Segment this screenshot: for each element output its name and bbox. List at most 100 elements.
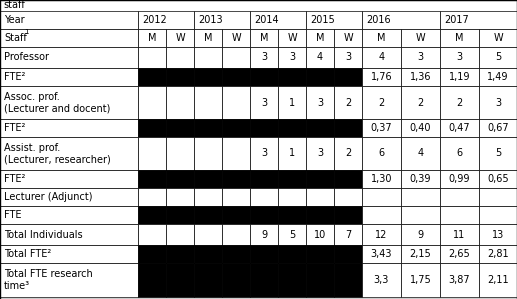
Bar (440, 29, 479, 47)
Bar (479, 245, 517, 263)
Text: Assist. prof.
(Lecturer, researcher): Assist. prof. (Lecturer, researcher) (4, 143, 111, 164)
Bar (278, 188, 306, 206)
Text: FTE²: FTE² (4, 72, 25, 82)
Bar (440, 11, 517, 29)
Bar (222, 119, 250, 137)
Bar (166, 263, 194, 297)
Text: 4: 4 (317, 53, 323, 62)
Text: 2: 2 (378, 97, 385, 108)
Bar (138, 245, 166, 263)
Bar (194, 188, 222, 206)
Bar (306, 86, 334, 119)
Text: 3: 3 (261, 97, 267, 108)
Bar (250, 11, 306, 29)
Bar (194, 119, 222, 137)
Text: 2: 2 (417, 97, 423, 108)
Bar (401, 29, 440, 47)
Text: 3: 3 (261, 149, 267, 158)
Bar (401, 68, 440, 86)
Bar (306, 68, 334, 86)
Bar (0, 206, 138, 224)
Bar (401, 206, 440, 224)
Text: M: M (455, 33, 464, 43)
Bar (166, 245, 194, 263)
Bar (306, 119, 334, 137)
Text: 0,39: 0,39 (410, 174, 431, 184)
Bar (479, 119, 517, 137)
Bar (278, 137, 306, 170)
Text: 1,76: 1,76 (371, 72, 392, 82)
Text: W: W (231, 33, 241, 43)
Bar (334, 263, 362, 297)
Bar (0, 29, 138, 47)
Bar (334, 245, 362, 263)
Text: 6: 6 (378, 149, 385, 158)
Text: Total FTE²: Total FTE² (4, 249, 51, 259)
Text: Total FTE research
time³: Total FTE research time³ (4, 269, 93, 291)
Bar (278, 47, 306, 68)
Bar (306, 188, 334, 206)
Bar (334, 29, 362, 47)
Bar (362, 137, 401, 170)
Bar (362, 68, 401, 86)
Bar (138, 188, 166, 206)
Bar (278, 245, 306, 263)
Bar (0, 224, 138, 245)
Text: M: M (148, 33, 156, 43)
Text: 9: 9 (417, 230, 423, 239)
Text: 3: 3 (417, 53, 423, 62)
Bar (306, 137, 334, 170)
Text: 5: 5 (495, 149, 501, 158)
Bar (334, 137, 362, 170)
Text: 10: 10 (314, 230, 326, 239)
Bar (440, 170, 479, 188)
Bar (0, 188, 138, 206)
Bar (440, 188, 479, 206)
Bar (138, 263, 166, 297)
Bar (401, 188, 440, 206)
Text: 2016: 2016 (366, 15, 391, 25)
Text: 1: 1 (289, 149, 295, 158)
Text: 1: 1 (24, 29, 28, 35)
Text: 1,30: 1,30 (371, 174, 392, 184)
Bar (306, 11, 362, 29)
Bar (194, 11, 250, 29)
Bar (479, 47, 517, 68)
Bar (440, 119, 479, 137)
Bar (0, 11, 138, 29)
Text: 5: 5 (495, 53, 501, 62)
Bar (479, 29, 517, 47)
Bar (194, 137, 222, 170)
Bar (194, 86, 222, 119)
Bar (250, 137, 278, 170)
Bar (250, 29, 278, 47)
Bar (401, 224, 440, 245)
Bar (278, 68, 306, 86)
Text: Lecturer (Adjunct): Lecturer (Adjunct) (4, 192, 93, 202)
Bar (362, 119, 401, 137)
Text: W: W (287, 33, 297, 43)
Bar (479, 188, 517, 206)
Text: M: M (260, 33, 268, 43)
Text: 2012: 2012 (142, 15, 167, 25)
Bar (222, 47, 250, 68)
Bar (250, 86, 278, 119)
Text: M: M (316, 33, 324, 43)
Bar (401, 47, 440, 68)
Bar (250, 245, 278, 263)
Bar (306, 47, 334, 68)
Bar (222, 29, 250, 47)
Bar (194, 245, 222, 263)
Bar (194, 206, 222, 224)
Bar (334, 47, 362, 68)
Text: FTE: FTE (4, 210, 22, 220)
Bar (334, 170, 362, 188)
Bar (250, 68, 278, 86)
Bar (440, 206, 479, 224)
Bar (250, 224, 278, 245)
Bar (479, 224, 517, 245)
Bar (222, 224, 250, 245)
Text: 7: 7 (345, 230, 351, 239)
Bar (0, 119, 138, 137)
Text: 13: 13 (492, 230, 504, 239)
